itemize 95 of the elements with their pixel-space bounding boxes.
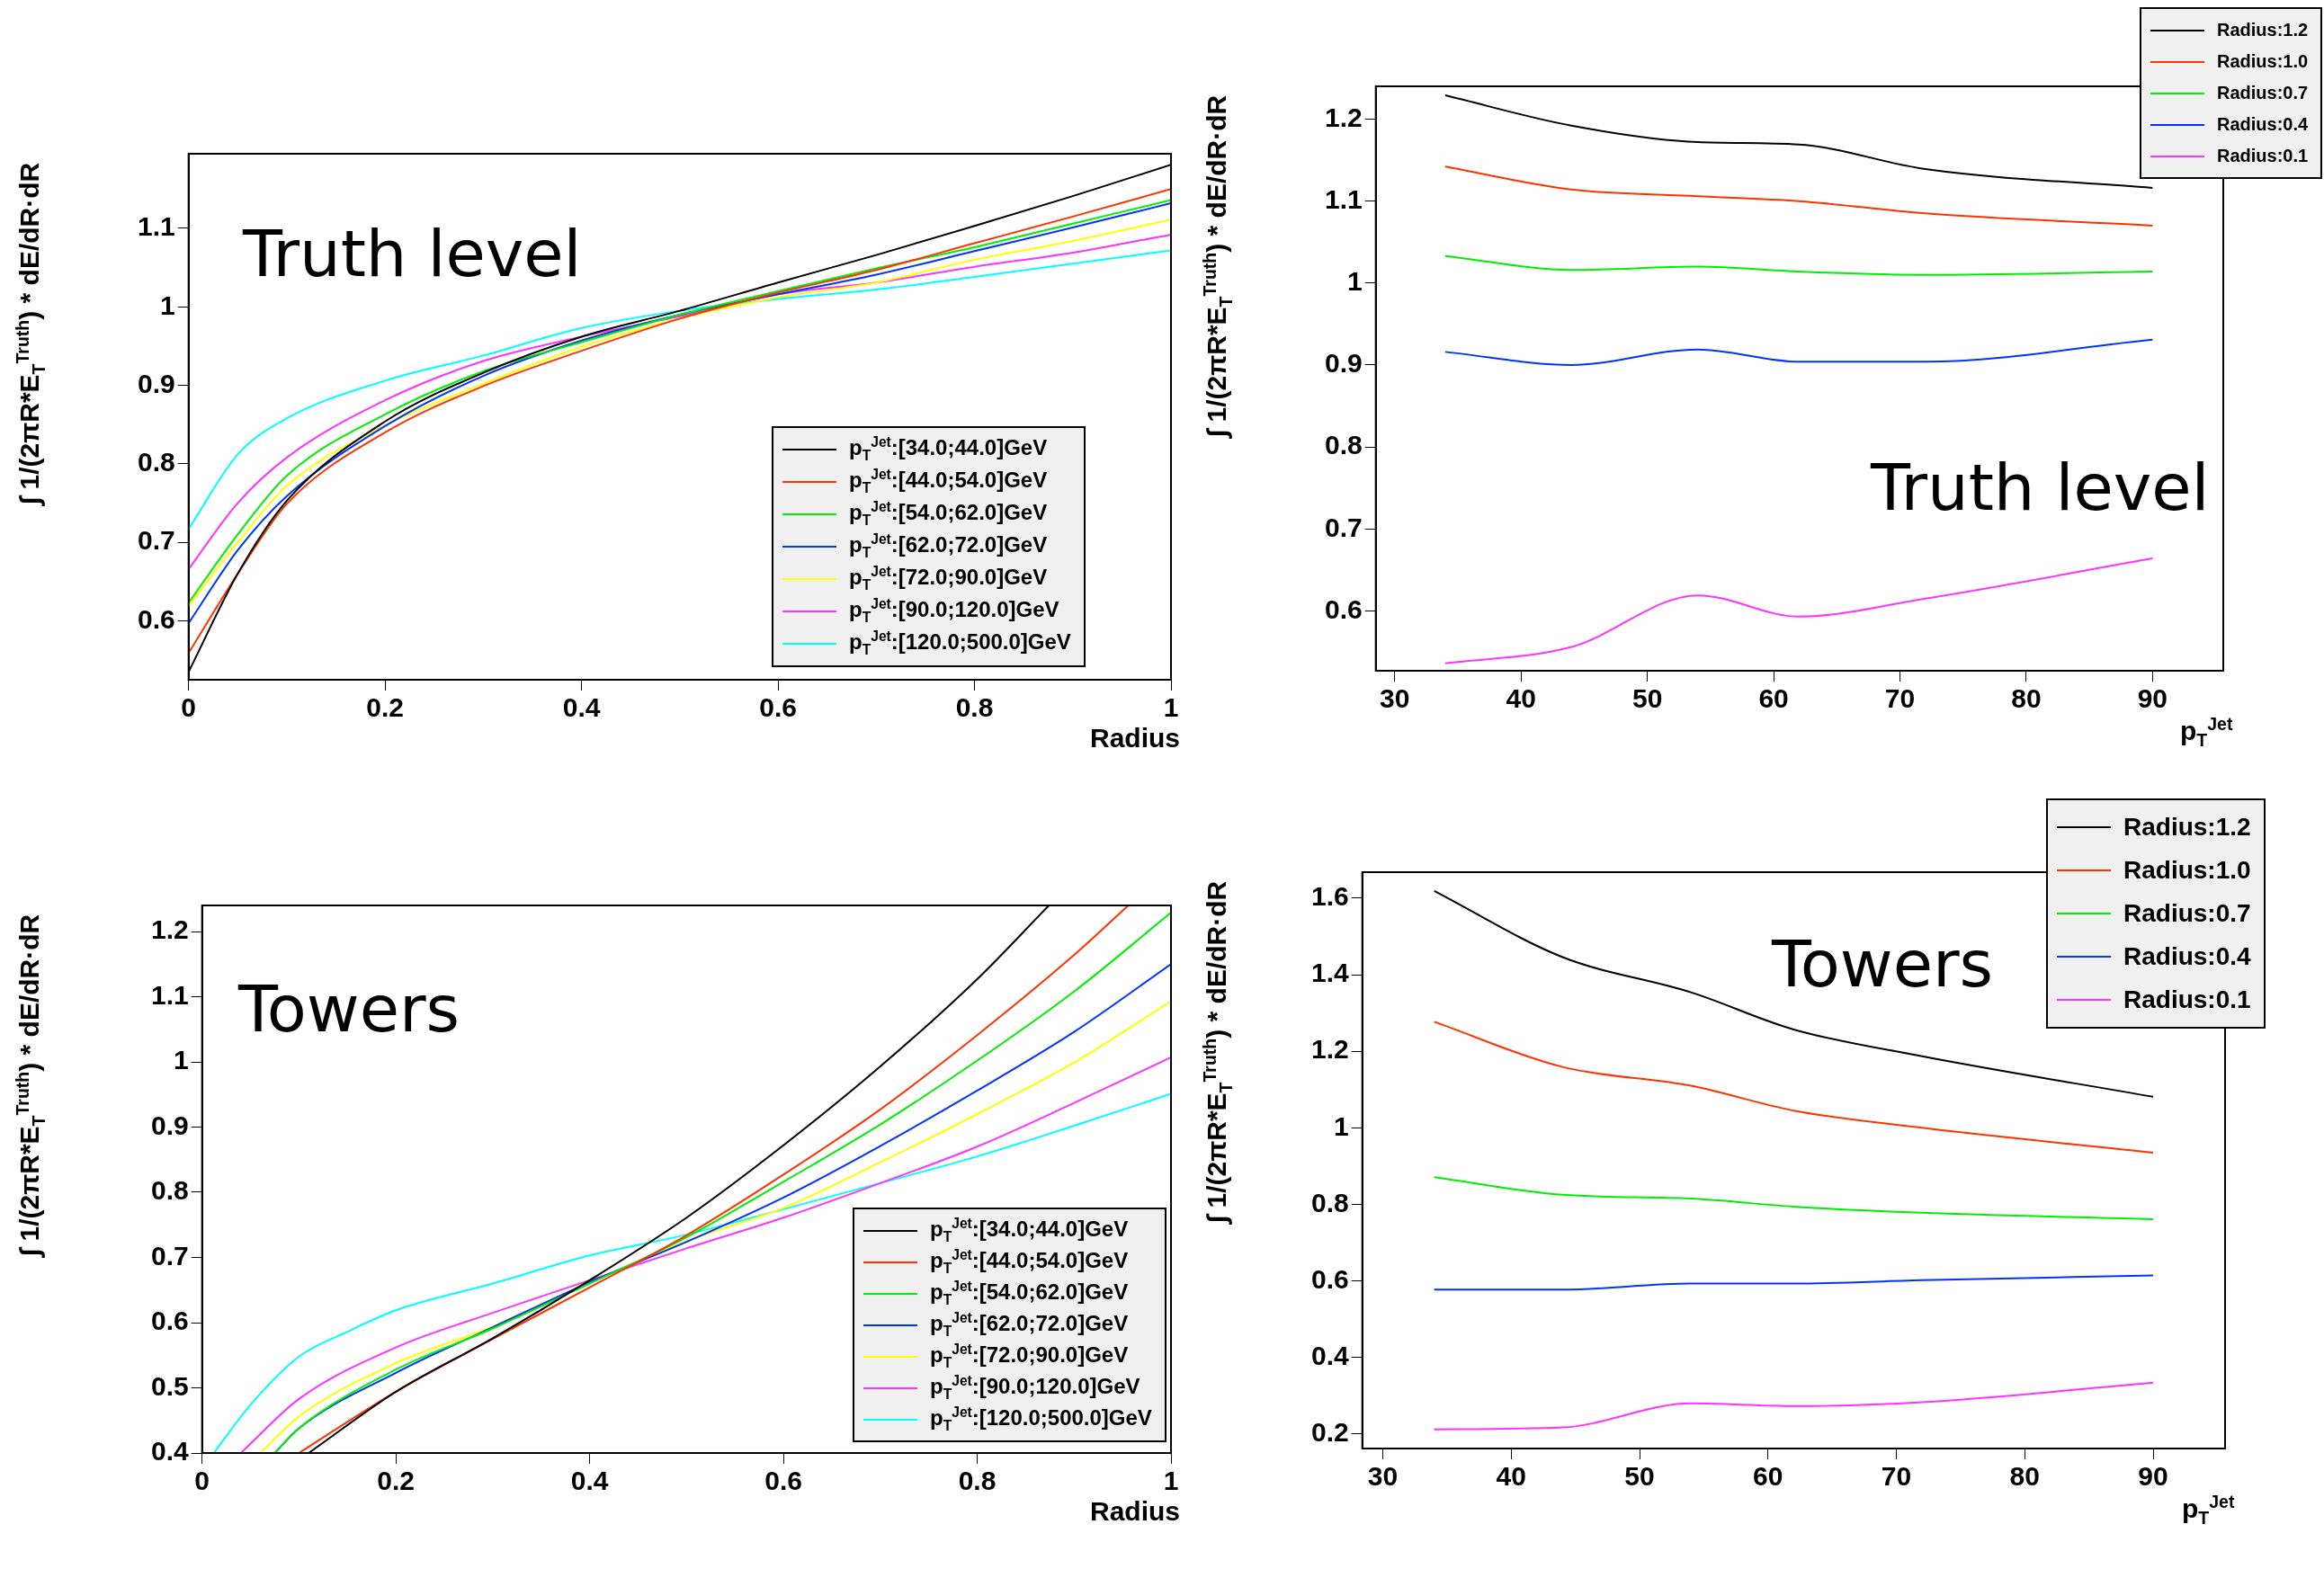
legend-label: Radius:0.7 xyxy=(2217,83,2309,103)
legend-label: p$_{T}$$^{Jet}$:[120.0;500.0]GeV xyxy=(849,628,1071,658)
legend-label: Radius:1.2 xyxy=(2217,20,2309,40)
y-tick-label: 0.7 xyxy=(137,525,175,556)
legend-label: Radius:0.4 xyxy=(2217,114,2309,135)
x-tick-label: 0.2 xyxy=(366,692,405,723)
x-tick-label: 0.8 xyxy=(955,692,994,723)
y-tick-label: 1 xyxy=(174,1045,189,1075)
x-tick-label: 0.4 xyxy=(562,692,601,723)
y-tick-label: 1.2 xyxy=(150,914,189,945)
legend-label: p$_{T}$$^{Jet}$:[90.0;120.0]GeV xyxy=(849,596,1059,626)
x-tick-label: 50 xyxy=(1631,683,1663,714)
annotation: Truth level xyxy=(1871,450,2210,525)
y-tick-label: 0.7 xyxy=(1324,512,1363,542)
legend-label: p$_{T}$$^{Jet}$:[54.0;62.0]GeV xyxy=(849,499,1048,529)
legend-label: p$_{T}$$^{Jet}$:[34.0;44.0]GeV xyxy=(930,1216,1129,1245)
y-tick-label: 0.8 xyxy=(137,447,175,477)
y-tick-label: 1.1 xyxy=(137,211,175,242)
x-tick-label: 40 xyxy=(1506,683,1536,714)
x-tick-label: 0.2 xyxy=(377,1466,416,1496)
y-tick-label: 1.4 xyxy=(1310,958,1349,988)
y-tick-label: 1 xyxy=(1334,1110,1349,1141)
y-tick-label: 0.9 xyxy=(150,1110,189,1140)
y-tick-label: 1 xyxy=(1347,266,1363,297)
legend-label: p$_{T}$$^{Jet}$:[54.0;62.0]GeV xyxy=(930,1279,1129,1308)
y-tick-label: 0.8 xyxy=(1324,430,1363,460)
x-tick-label: 90 xyxy=(2137,683,2168,714)
y-tick-label: 0.6 xyxy=(1324,593,1363,624)
x-tick-label: 70 xyxy=(1884,683,1916,714)
legend-label: p$_{T}$$^{Jet}$:[72.0;90.0]GeV xyxy=(849,564,1048,593)
x-tick-label: 90 xyxy=(2138,1461,2168,1492)
x-tick-label: 60 xyxy=(1758,683,1789,714)
x-tick-label: 30 xyxy=(1380,683,1410,714)
legend-label: p$_{T}$$^{Jet}$:[120.0;500.0]GeV xyxy=(930,1404,1152,1434)
x-tick-label: 80 xyxy=(2009,1461,2040,1492)
x-tick-label: 80 xyxy=(2011,683,2042,714)
y-tick-label: 1 xyxy=(160,290,175,320)
y-tick-label: 0.4 xyxy=(150,1436,189,1466)
legend-label: p$_{T}$$^{Jet}$:[34.0;44.0]GeV xyxy=(849,434,1048,464)
y-tick-label: 0.9 xyxy=(137,368,175,398)
legend-label: Radius:0.1 xyxy=(2123,985,2251,1014)
line-series xyxy=(1444,338,2154,366)
legend-label: Radius:1.0 xyxy=(2123,856,2251,885)
line-series xyxy=(1433,1176,2155,1221)
legend-label: Radius:1.0 xyxy=(2217,51,2309,72)
y-tick-label: 0.8 xyxy=(1310,1187,1349,1217)
x-tick-label: 50 xyxy=(1624,1461,1655,1492)
y-tick-label: 0.5 xyxy=(150,1370,189,1401)
annotation: Truth level xyxy=(243,216,582,291)
x-tick-label: 60 xyxy=(1753,1461,1783,1492)
legend-label: Radius:1.2 xyxy=(2123,813,2251,842)
annotation: Towers xyxy=(1772,926,1994,1002)
x-tick-label: 0 xyxy=(181,692,197,723)
y-tick-label: 0.2 xyxy=(1310,1417,1349,1448)
line-series xyxy=(1444,165,2154,227)
line-series xyxy=(1444,254,2154,276)
y-tick-label: 0.6 xyxy=(150,1306,189,1336)
x-tick-label: 70 xyxy=(1881,1461,1912,1492)
x-tick-label: 1 xyxy=(1163,1466,1179,1496)
y-tick-label: 0.9 xyxy=(1324,348,1363,379)
legend-label: p$_{T}$$^{Jet}$:[90.0;120.0]GeV xyxy=(930,1373,1140,1403)
y-tick-label: 1.1 xyxy=(150,979,189,1010)
x-tick-label: 1 xyxy=(1163,692,1179,723)
y-tick-label: 1.6 xyxy=(1310,881,1349,912)
x-tick-label: 0.4 xyxy=(570,1466,609,1496)
legend-label: p$_{T}$$^{Jet}$:[62.0;72.0]GeV xyxy=(930,1310,1129,1340)
annotation: Towers xyxy=(238,971,460,1047)
y-tick-label: 1.2 xyxy=(1324,102,1363,132)
line-series xyxy=(1444,94,2154,190)
y-tick-label: 0.6 xyxy=(1310,1263,1349,1294)
legend-label: Radius:0.7 xyxy=(2123,899,2251,928)
y-tick-label: 0.6 xyxy=(137,603,175,634)
x-tick-label: 0 xyxy=(194,1466,210,1496)
y-tick-label: 0.4 xyxy=(1310,1340,1349,1370)
line-series xyxy=(1433,1381,2155,1431)
y-tick-label: 1.2 xyxy=(1310,1034,1349,1065)
line-series xyxy=(1433,1021,2155,1154)
x-tick-label: 40 xyxy=(1496,1461,1526,1492)
legend-label: Radius:0.4 xyxy=(2123,942,2251,971)
legend-label: p$_{T}$$^{Jet}$:[72.0;90.0]GeV xyxy=(930,1342,1129,1371)
legend-label: p$_{T}$$^{Jet}$:[44.0;54.0]GeV xyxy=(849,467,1048,496)
x-tick-label: 0.6 xyxy=(764,1466,802,1496)
y-tick-label: 0.8 xyxy=(150,1175,189,1206)
line-series xyxy=(1433,1274,2155,1291)
x-tick-label: 0.6 xyxy=(759,692,797,723)
x-axis-title: Radius xyxy=(1090,1496,1181,1527)
legend-label: p$_{T}$$^{Jet}$:[62.0;72.0]GeV xyxy=(849,531,1048,561)
y-tick-label: 0.7 xyxy=(150,1240,189,1270)
x-tick-label: 30 xyxy=(1367,1461,1399,1492)
legend-label: p$_{T}$$^{Jet}$:[44.0;54.0]GeV xyxy=(930,1247,1129,1277)
y-tick-label: 1.1 xyxy=(1324,183,1363,214)
x-tick-label: 0.8 xyxy=(958,1466,997,1496)
x-axis-title: Radius xyxy=(1090,723,1181,753)
legend-label: Radius:0.1 xyxy=(2217,146,2309,166)
line-series xyxy=(1444,557,2154,664)
